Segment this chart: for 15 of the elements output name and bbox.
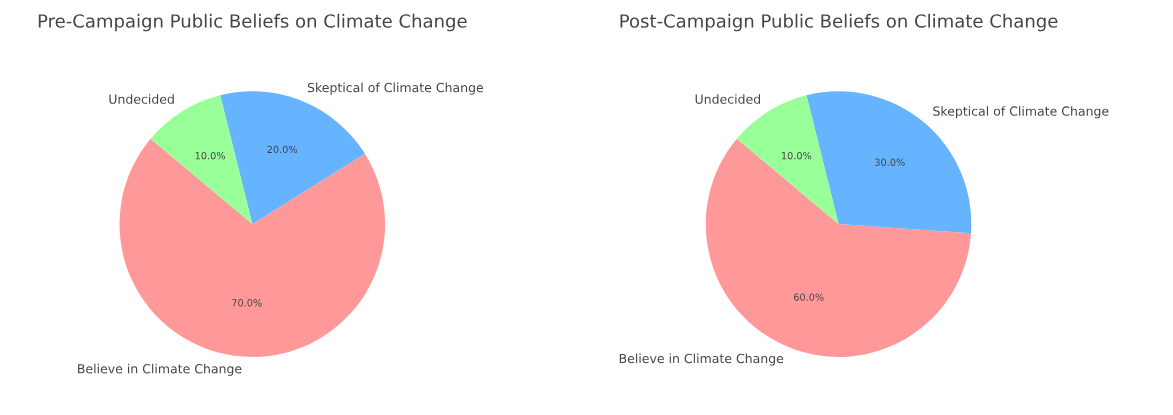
chart-title: Post-Campaign Public Beliefs on Climate Change [620,13,1058,32]
slice-label: Undecided [109,94,174,104]
data-label: 60.0% [793,293,824,301]
data-label: 20.0% [267,145,298,154]
data-label: 70.0% [232,299,262,307]
data-label: 10.0% [781,151,812,160]
pie-slice [119,138,386,357]
data-label: 10.0% [195,151,225,160]
chart-title: Pre-Campaign Public Beliefs on Climate Change [38,13,467,32]
data-label: 30.0% [875,158,905,166]
slice-label: Skeptical of Climate Change [307,82,484,95]
slice-label: Skeptical of Climate Change [933,106,1109,119]
slice-label: Believe in Climate Change [78,363,242,376]
slice-label: Believe in Climate Change [619,353,784,366]
slice-label: Undecided [695,94,761,104]
